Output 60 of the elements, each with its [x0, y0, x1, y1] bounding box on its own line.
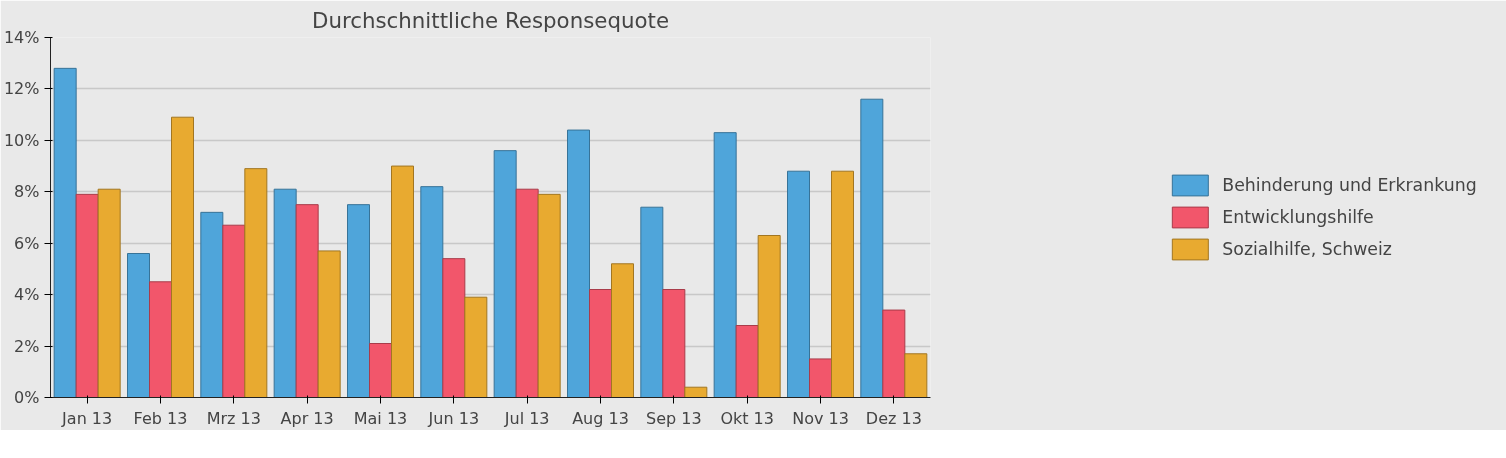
bar — [200, 211, 224, 398]
bar — [567, 129, 590, 398]
bar — [684, 386, 708, 398]
bar — [273, 188, 297, 398]
y-tick-label: 0% — [14, 388, 40, 407]
bar — [295, 204, 319, 398]
legend-label: Sozialhilfe, Schweiz — [1222, 239, 1392, 259]
y-tick-label: 12% — [3, 79, 40, 99]
x-tick-label: Dez 13 — [865, 408, 922, 428]
bar — [640, 206, 664, 398]
bar — [537, 193, 561, 398]
bar — [127, 253, 150, 398]
bar — [589, 289, 612, 398]
bar — [53, 67, 77, 398]
bar — [809, 358, 832, 398]
bar — [347, 204, 370, 398]
bar — [442, 258, 466, 398]
bar — [149, 281, 172, 398]
bar — [244, 168, 268, 398]
bar — [464, 296, 488, 398]
bar — [860, 98, 884, 398]
x-tick-label: Sep 13 — [646, 408, 702, 428]
bar — [662, 289, 686, 398]
bar — [787, 170, 810, 398]
bar — [611, 263, 634, 398]
x-tick-label: Aug 13 — [572, 408, 629, 428]
x-tick-label: Nov 13 — [792, 408, 849, 428]
x-tick-label: Okt 13 — [720, 408, 774, 428]
bar — [369, 343, 392, 398]
bar — [493, 150, 517, 398]
x-tick-label: Mrz 13 — [206, 408, 261, 428]
x-tick-label: Jul 13 — [503, 408, 550, 428]
bar — [904, 353, 928, 398]
bar — [713, 132, 737, 398]
bar — [882, 309, 906, 398]
bar — [735, 325, 759, 398]
bar — [317, 250, 341, 398]
bar — [420, 186, 444, 398]
y-tick-label: 14% — [3, 28, 40, 47]
x-tick-label: Jan 13 — [61, 408, 113, 428]
bar — [75, 193, 99, 398]
x-tick-label: Mai 13 — [353, 408, 408, 428]
y-tick-label: 2% — [14, 336, 40, 356]
chart-title: Durchschnittliche Responsequote — [311, 7, 670, 33]
legend-label: Entwicklungshilfe — [1222, 207, 1374, 227]
bar — [97, 188, 121, 398]
x-tick-label: Jun 13 — [427, 408, 480, 428]
x-tick-label: Apr 13 — [280, 408, 334, 428]
bar — [757, 235, 781, 398]
bar — [222, 224, 246, 398]
bar — [171, 116, 194, 398]
bar — [391, 165, 414, 398]
x-tick-label: Feb 13 — [133, 408, 188, 428]
bar — [831, 170, 854, 398]
bar — [515, 188, 539, 398]
y-tick-label: 10% — [3, 130, 40, 150]
legend-label: Behinderung und Erkrankung — [1222, 175, 1477, 195]
y-tick-label: 6% — [14, 233, 40, 253]
y-tick-label: 4% — [14, 285, 40, 305]
y-tick-label: 8% — [14, 182, 40, 202]
